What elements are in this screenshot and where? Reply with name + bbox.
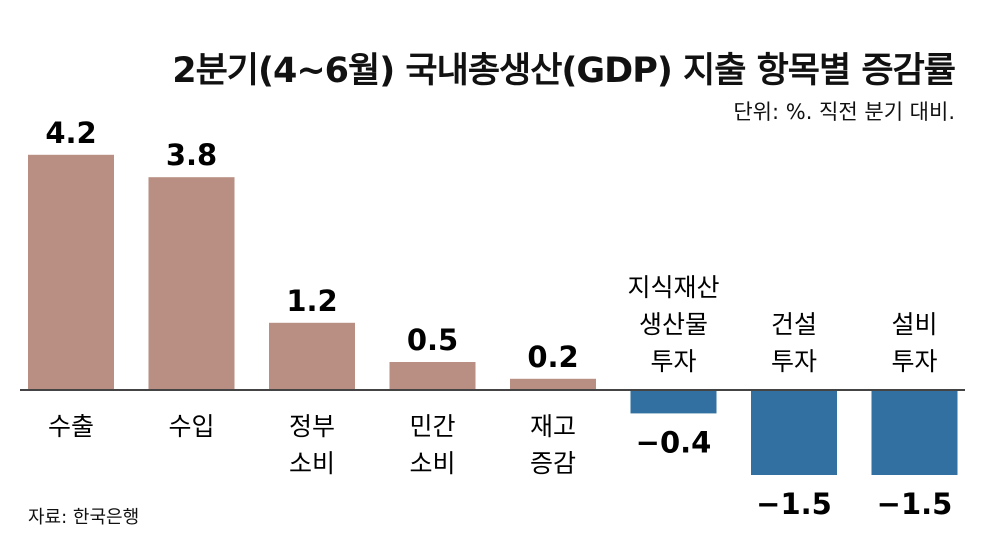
category-label: 투자: [891, 347, 937, 376]
category-label: 생산물: [639, 310, 708, 339]
category-label: 정부: [289, 412, 335, 441]
category-label: 소비: [409, 449, 455, 478]
value-label: 4.2: [45, 116, 96, 150]
chart-title: 2분기(4~6월) 국내총생산(GDP) 지출 항목별 증감률: [172, 51, 956, 91]
bar: [269, 322, 355, 390]
category-label: 설비: [891, 310, 937, 339]
chart-subtitle: 단위: %. 직전 분기 대비.: [733, 100, 955, 124]
value-label: −1.5: [877, 487, 953, 521]
bar: [751, 391, 837, 475]
value-label: 0.5: [407, 323, 458, 357]
bar: [28, 154, 114, 390]
category-label: 건설: [771, 310, 817, 339]
category-label: 투자: [650, 347, 696, 376]
category-label: 수출: [48, 412, 94, 441]
bar: [630, 391, 717, 414]
value-label: 0.2: [527, 340, 578, 374]
category-label: 민간: [409, 412, 455, 441]
value-label: 1.2: [286, 284, 337, 318]
bar: [148, 177, 235, 390]
category-label: 재고: [530, 412, 576, 441]
bar: [871, 391, 958, 475]
bar: [510, 378, 596, 390]
category-label: 지식재산: [627, 273, 719, 302]
category-label: 소비: [289, 449, 335, 478]
value-label: −0.4: [636, 425, 712, 459]
category-label: 증감: [530, 449, 576, 478]
category-label: 수입: [168, 412, 214, 441]
value-label: 3.8: [166, 138, 217, 172]
category-label: 투자: [771, 347, 817, 376]
source-note: 자료: 한국은행: [28, 507, 140, 528]
bar: [389, 362, 476, 390]
value-label: −1.5: [756, 487, 832, 521]
